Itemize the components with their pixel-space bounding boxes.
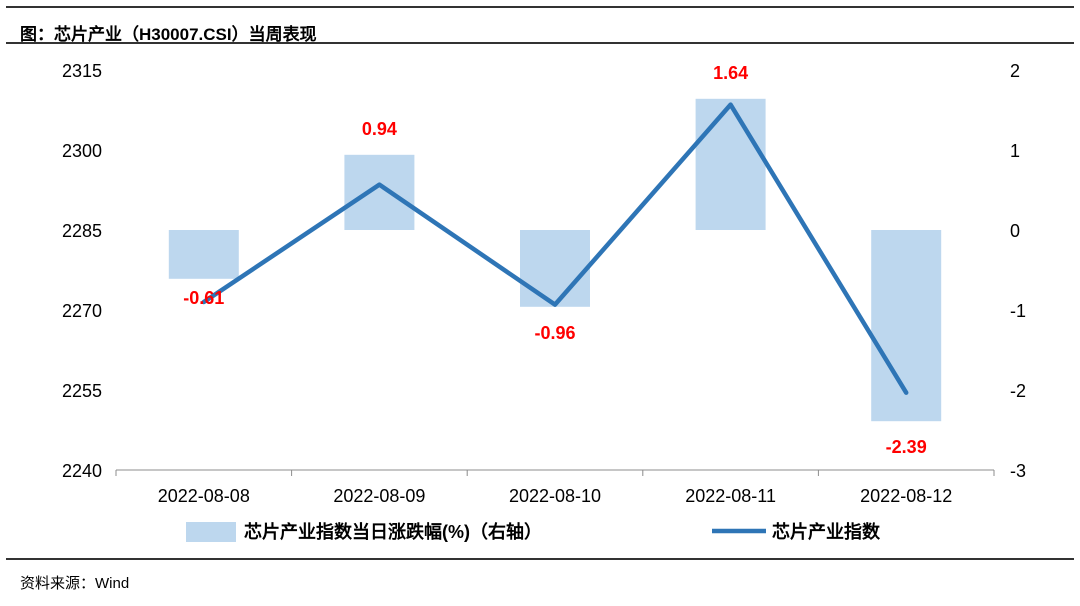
- bar-2022-08-10: [520, 230, 590, 307]
- legend-label-bar: 芯片产业指数当日涨跌幅(%)（右轴）: [244, 521, 542, 542]
- data-label: -0.96: [534, 323, 575, 343]
- x-tick-label: 2022-08-10: [509, 486, 601, 506]
- y-right-tick-label: 1: [1010, 141, 1020, 161]
- y-left-tick-label: 2240: [62, 461, 102, 481]
- title-rule: [6, 42, 1074, 44]
- bar-2022-08-08: [168, 230, 239, 279]
- figure-frame: 图：芯片产业（H30007.CSI）当周表现 资料来源：Wind -0.61 0.…: [6, 6, 1074, 600]
- index-line: [201, 102, 909, 395]
- y-left-tick-label: 2255: [62, 381, 102, 401]
- bar-2022-08-09: [344, 154, 415, 230]
- figure-title: 图：芯片产业（H30007.CSI）当周表现: [20, 25, 317, 44]
- x-tick-label: 2022-08-12: [860, 486, 952, 506]
- source-note: 资料来源：Wind: [20, 575, 130, 592]
- y-right-tick-label: -2: [1010, 381, 1026, 401]
- y-left-tick-label: 2315: [62, 61, 102, 81]
- data-label: 1.64: [713, 63, 748, 83]
- y-left-tick-label: 2270: [62, 301, 102, 321]
- chart-area: -0.61 0.94 -0.96 1.64 -2.39 2315 2300 2285 2270 2…: [62, 61, 1026, 542]
- bar-2022-08-11: [695, 98, 766, 230]
- x-tick-label: 2022-08-08: [158, 486, 250, 506]
- y-right-tick-label: -1: [1010, 301, 1026, 321]
- y-right-tick-label: 0: [1010, 221, 1020, 241]
- y-right-tick-label: 2: [1010, 61, 1020, 81]
- x-tick-label: 2022-08-09: [333, 486, 425, 506]
- y-left-tick-label: 2300: [62, 141, 102, 161]
- bottom-rule: [6, 558, 1074, 560]
- data-label: -2.39: [886, 437, 927, 457]
- y-right-tick-label: -3: [1010, 461, 1026, 481]
- top-rule: [6, 6, 1074, 8]
- y-left-tick-label: 2285: [62, 221, 102, 241]
- x-tick-label: 2022-08-11: [685, 486, 776, 506]
- legend-label-line: 芯片产业指数: [772, 521, 881, 542]
- data-label: -0.61: [183, 288, 224, 308]
- legend-swatch-bar: [186, 522, 236, 542]
- data-label: 0.94: [362, 119, 397, 139]
